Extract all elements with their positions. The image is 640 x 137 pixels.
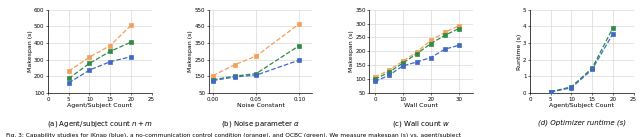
X-axis label: Noise Constant: Noise Constant [237, 103, 284, 108]
X-axis label: Wall Count: Wall Count [404, 103, 438, 108]
Text: (c) Wall count $w$: (c) Wall count $w$ [392, 119, 451, 129]
Y-axis label: Makespan (s): Makespan (s) [28, 31, 33, 72]
Text: (b) Noise parameter $\alpha$: (b) Noise parameter $\alpha$ [221, 119, 300, 129]
Text: (d) Optimizer runtime (s): (d) Optimizer runtime (s) [538, 119, 626, 126]
Y-axis label: Makespan (s): Makespan (s) [349, 31, 354, 72]
Y-axis label: Runtime (s): Runtime (s) [516, 33, 522, 69]
Text: Fig. 3: Capability studies for iKnap (blue), a no-communication control conditio: Fig. 3: Capability studies for iKnap (bl… [6, 133, 461, 137]
Text: (a) Agent/subject count $n + m$: (a) Agent/subject count $n + m$ [47, 119, 153, 129]
Y-axis label: Makespan (s): Makespan (s) [188, 31, 193, 72]
X-axis label: Agent/Subject Count: Agent/Subject Count [549, 103, 614, 108]
X-axis label: Agent/Subject Count: Agent/Subject Count [67, 103, 132, 108]
